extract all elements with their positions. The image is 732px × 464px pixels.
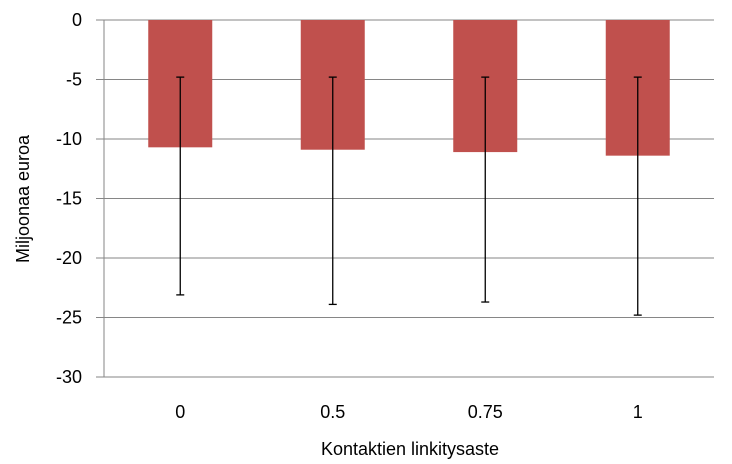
y-tick-label: -15 (56, 189, 82, 209)
y-tick-label: -25 (56, 308, 82, 328)
y-tick-label: -30 (56, 367, 82, 387)
x-axis-ticks: 0 0.5 0.75 1 (175, 402, 643, 422)
y-tick-label: -20 (56, 248, 82, 268)
x-tick-label: 1 (633, 402, 643, 422)
error-bars (176, 76, 642, 316)
y-tick-label: 0 (72, 10, 82, 30)
x-tick-label: 0 (175, 402, 185, 422)
y-axis-ticks: 0 -5 -10 -15 -20 -25 -30 (56, 10, 82, 387)
x-tick-label: 0.75 (468, 402, 503, 422)
x-axis-title: Kontaktien linkitysaste (321, 439, 499, 459)
x-tick-label: 0.5 (320, 402, 345, 422)
y-axis-title: Miljoonaa euroa (13, 134, 33, 263)
y-tick-label: -5 (66, 70, 82, 90)
bars (148, 20, 670, 156)
y-tick-label: -10 (56, 129, 82, 149)
